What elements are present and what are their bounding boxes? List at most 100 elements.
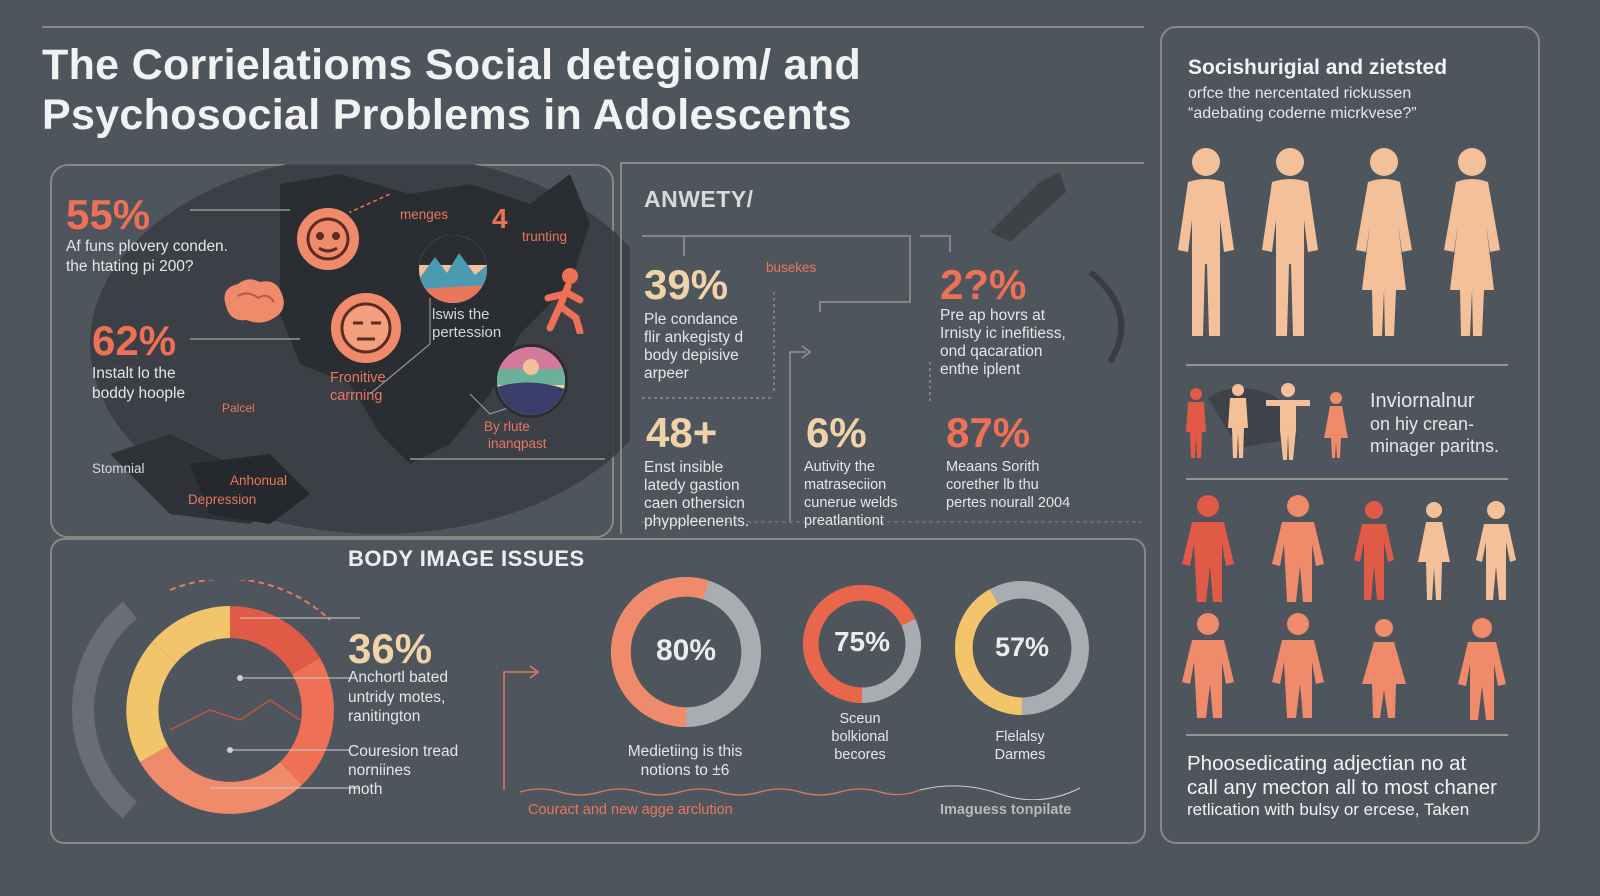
donut-2-caption: Sceun [839,711,881,727]
donut-1-caption: Medietiing is this [627,743,743,760]
person-icon [1182,613,1234,718]
right-divider-3 [1186,734,1508,736]
body-subtext-line: norniines [348,762,411,779]
right-mid-line: Inviornalnur [1370,390,1475,412]
person-icon [1228,384,1248,458]
body-bottom-left-text: Couract and new agge arclution [528,802,733,818]
ring-segment-red [230,606,320,674]
right-bottom-line: call any mecton all to most chaner [1187,776,1497,799]
label-byrute-1: By rlute [484,419,530,434]
label-stomnial: Stomnial [92,461,145,476]
donut-1-caption: notions to ±6 [640,762,730,779]
stat-55-line2: the htating pi 200? [66,258,194,275]
ring-segment-orange [140,746,302,814]
right-divider-1 [1186,364,1508,366]
body-image-panel [50,538,1146,844]
stat-2x: 2?% [940,261,1027,308]
donut-chart-1: 80% [610,576,762,728]
ring-segment-salmon [280,658,334,785]
label-fronitive-1: Fronitive [330,370,386,386]
stat-48-line: Enst insible [644,459,724,476]
donut-2-caption: becores [834,747,886,763]
stat-48-line: latedy gastion [644,477,740,494]
stat-48-line: caen othersicn [644,495,745,512]
stat-2x-line: enthe iplent [940,361,1021,378]
donut-2-caption: bolkional [831,729,889,745]
right-mid-line: minager paritns. [1370,436,1500,456]
stat-2x-line: Irnisty ic inefitiess, [940,325,1066,342]
mountain-icon [416,232,490,306]
right-subheading-1: orfce the nercentated rickussen [1188,85,1412,102]
donut-3-caption: Darmes [994,747,1046,763]
label-lswis-1: lswis the [432,306,490,323]
stat-6: 6% [806,409,867,456]
page-title: The Corrielatioms Social detegiom/ and P… [42,40,861,140]
donut-1-label: 80% [655,634,717,667]
body-bottom-right-text: Imaguess tonpilate [940,802,1072,818]
body-image-heading: BODY IMAGE ISSUES [348,546,585,571]
right-panel [1160,26,1540,844]
body-subtext-line: moth [348,781,383,798]
stat-39-line: Ple condance [644,311,738,328]
person-icon [1418,502,1450,600]
brain-icon [218,276,288,326]
stat-55-line1: Af funs plovery conden. [66,238,228,255]
anxiety-heading: ANWETY/ [644,186,754,212]
person-icon [1476,501,1516,600]
anxiety-top-rule [620,162,1144,164]
stat-36-line: Anchortl bated [348,669,448,686]
person-icon [1354,501,1394,600]
mask-icon [294,205,362,273]
title-line-2: Psychosocial Problems in Adolescents [42,91,852,139]
stat-36-line: untridy motes, [348,689,446,706]
top-divider [42,26,1144,28]
donut-chart-2: 75% [802,584,922,704]
person-icon [1458,618,1506,720]
donut-3-caption: Flelalsy [995,729,1045,745]
person-icon [1444,148,1500,336]
right-bottom-line: Phoosedicating adjectian no at [1187,752,1467,775]
label-trunting: trunting [522,229,568,244]
ring-segment-yellow-2 [152,606,230,663]
landscape-icon [494,344,568,418]
body-subtext-line: Couresion tread [348,743,459,760]
person-icon [1186,388,1206,458]
right-bottom-line: retlication with bulsy or ercese, Taken [1187,800,1470,819]
label-fronitive-2: carrning [330,388,383,404]
person-icon [1182,495,1234,602]
label-palcel: Palcel [222,401,255,415]
face-icon [328,290,404,366]
stat-39-line: body depisive [644,347,739,364]
stat-6-line: preatlantiont [804,513,884,529]
label-depression: Depression [188,492,257,507]
donut-hole [972,598,1072,698]
donut-fill-arc [955,581,1089,715]
label-byrute-2: inanqpast [488,436,547,451]
segmented-ring-chart [72,580,360,819]
person-icon [1362,619,1406,718]
stat-2x-line: ond qacaration [940,343,1043,360]
stat-62-line2: boddy hoople [92,385,186,402]
stat-36-line: ranitington [348,708,421,725]
person-icon [1262,148,1318,336]
body-connectors [503,665,1081,800]
donut-hole [818,600,906,688]
stat-62-line1: Instalt lo the [92,365,176,382]
anxiety-connectors [642,172,1142,523]
stat-87: 87% [946,409,1031,456]
person-icon [1324,392,1348,458]
stat-39: 39% [644,261,729,308]
right-mid-line: on hiy crean- [1370,414,1475,434]
stat-39-line: flir ankegisty d [644,329,744,346]
title-line-1: The Corrielatioms Social detegiom/ and [42,41,862,89]
stat-36: 36% [348,625,433,672]
stat-6-line: matraseciion [804,477,887,493]
family-figures [1186,383,1348,460]
person-icon [1266,383,1310,460]
stat-39-line: arpeer [644,365,689,382]
runner-icon [540,266,590,336]
stat-55: 55% [66,191,151,238]
person-icon [1272,495,1324,602]
person-icon [1272,613,1324,718]
figures-grid [1182,495,1516,720]
